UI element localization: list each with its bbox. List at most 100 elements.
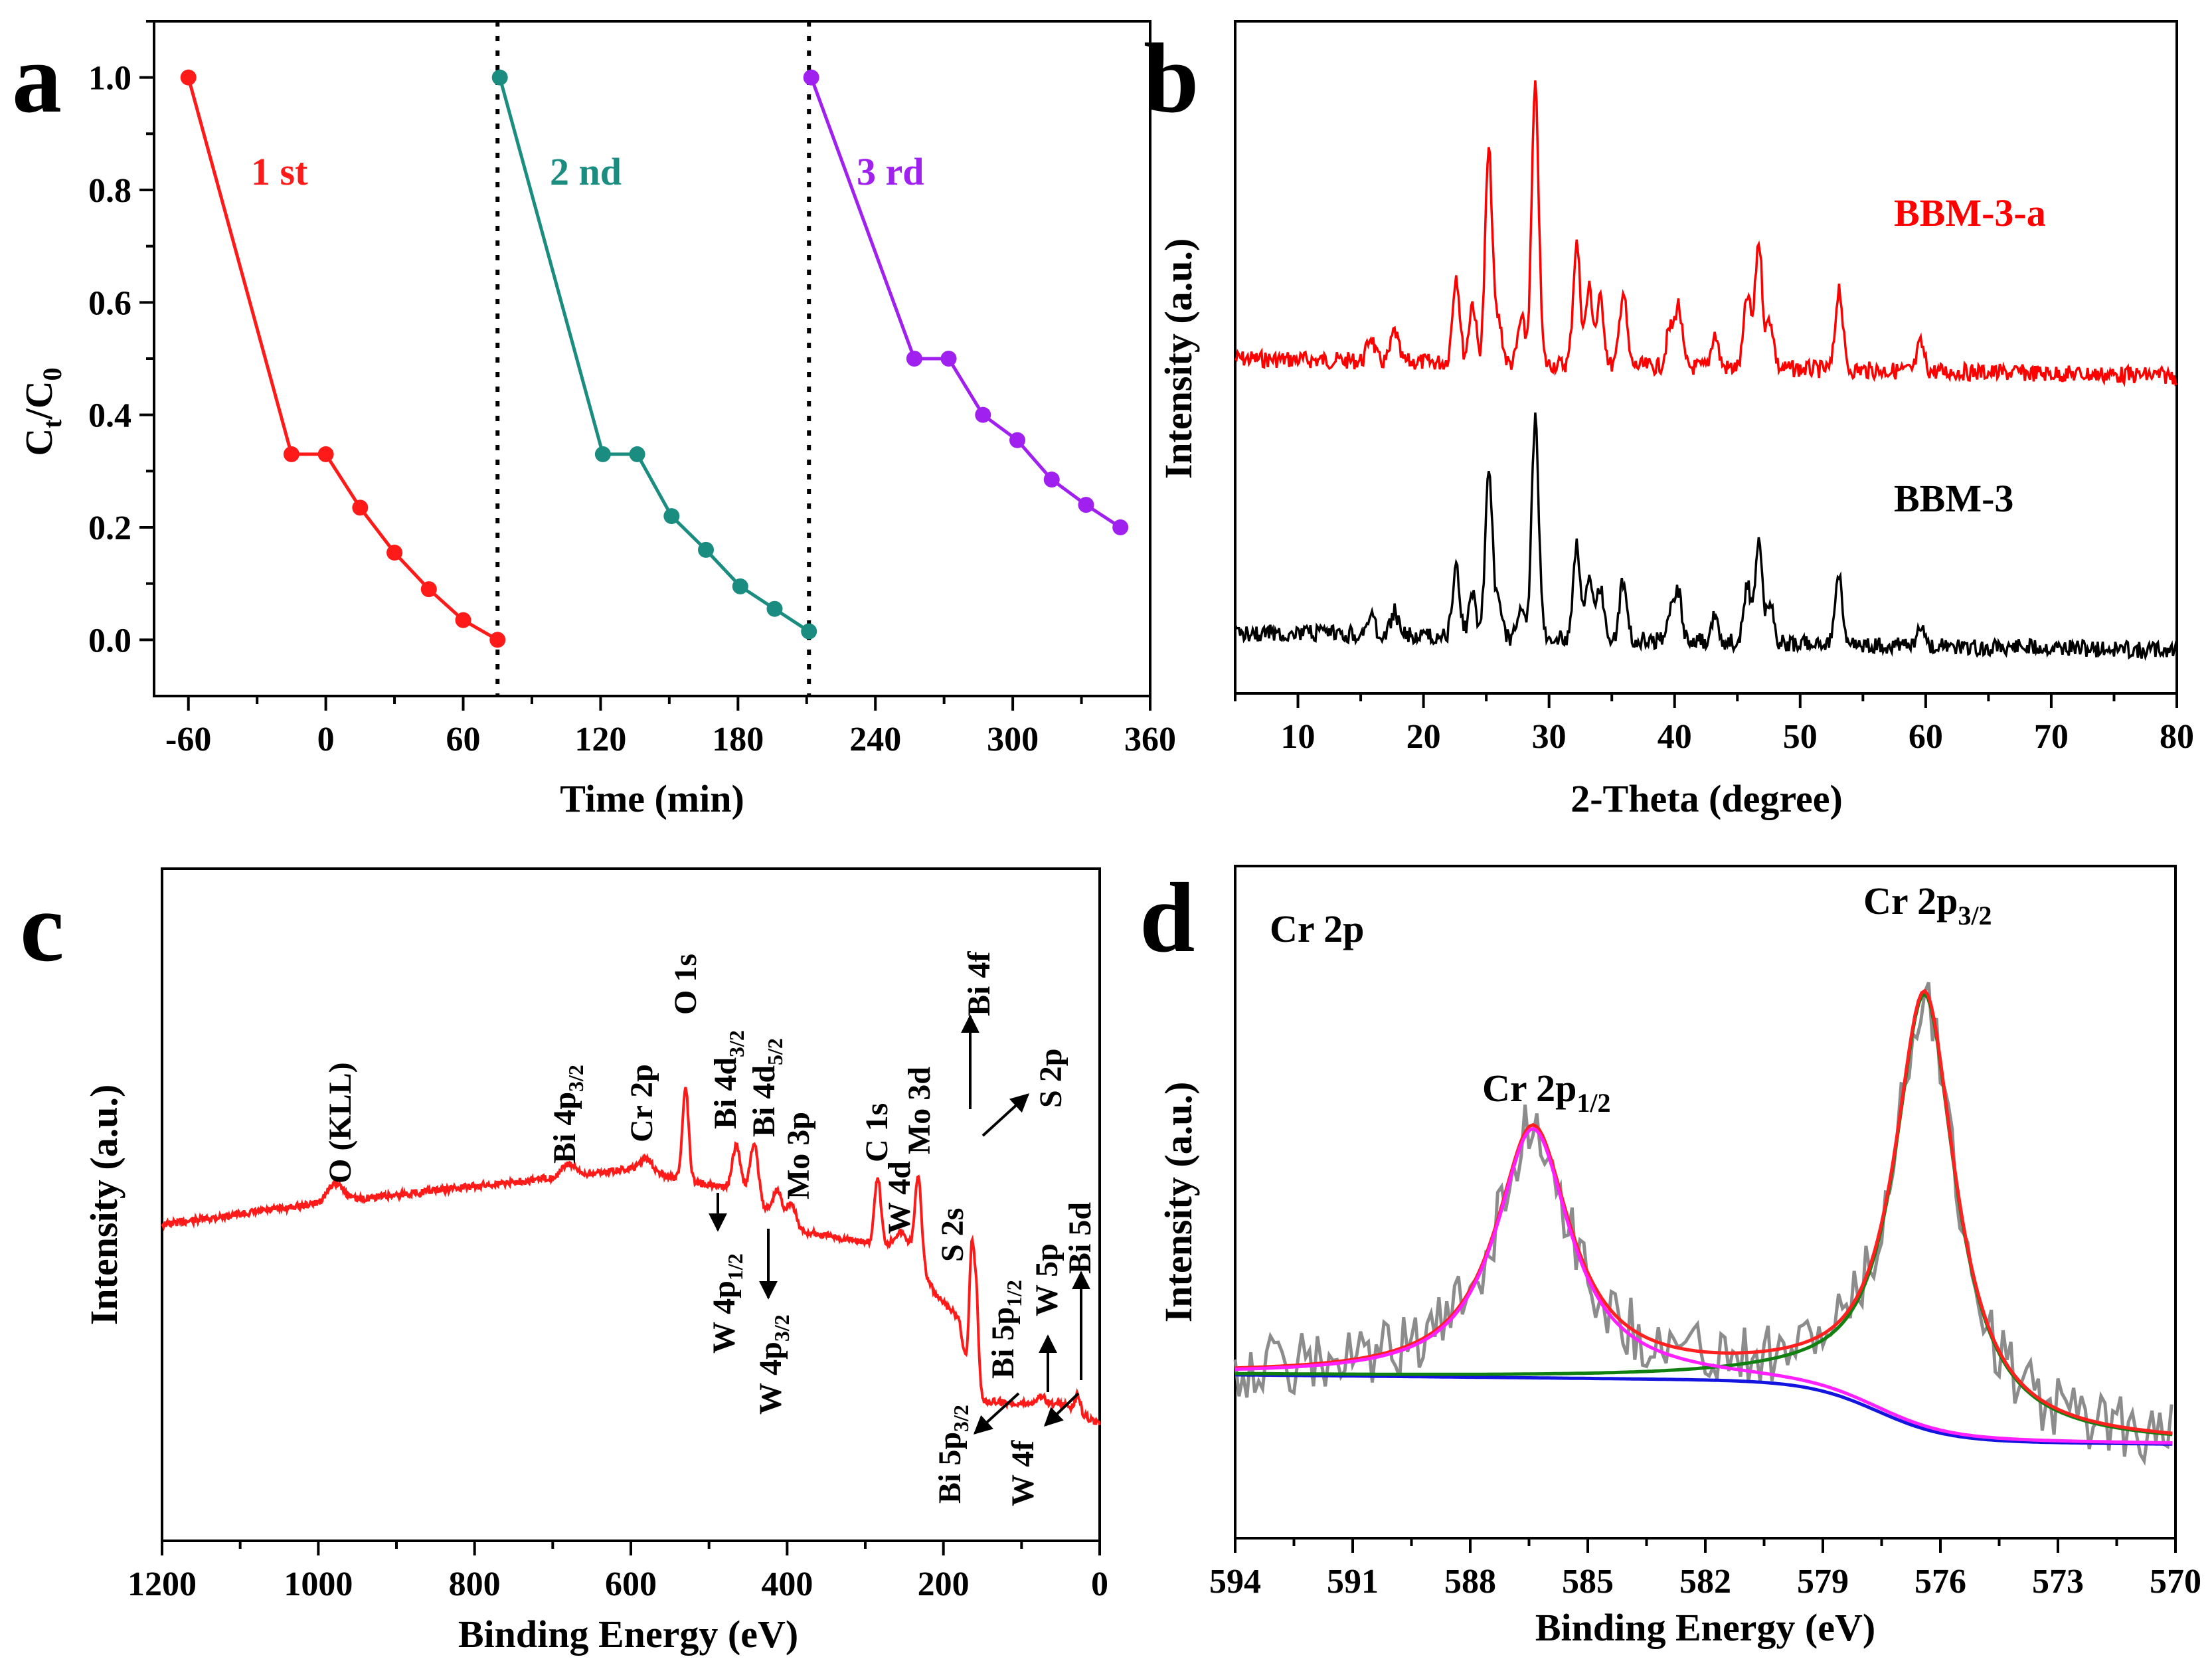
panel-a-xlabel: Time (min) [560, 777, 744, 820]
data-point [803, 69, 819, 86]
annot-w-4p32-main: W 4p [753, 1342, 788, 1415]
x-tick-label: 800 [449, 1565, 501, 1603]
panel-b-xlabel: 2-Theta (degree) [1571, 777, 1843, 820]
panel-b: 10 20 30 40 50 60 70 80 b 2-Theta (degree) Inte… [1144, 20, 2194, 820]
y-tick-label: 0.0 [88, 622, 131, 660]
data-point [975, 406, 991, 423]
annot-w-4p32-sub: 3/2 [770, 1314, 794, 1342]
panel-c: 1200 1000 800 600 400 200 0 c Binding Energy (… [20, 867, 1108, 1656]
panel-b-letter: b [1144, 23, 1199, 133]
cr2p12-fit [1234, 1126, 2173, 1445]
x-tick-label: 200 [918, 1565, 970, 1603]
panel-d-title: Cr 2p [1270, 907, 1364, 950]
annot-w-5p: W 5p [1029, 1243, 1064, 1316]
y-tick-label: 0.2 [88, 509, 131, 547]
annot-bi-4d32: Bi 4d3/2 [708, 1030, 748, 1129]
panel-d-frame [1234, 865, 2177, 1540]
peak-label-cr2p12-sub: 1/2 [1576, 1088, 1610, 1118]
x-tick-label: 591 [1327, 1563, 1379, 1601]
peak-label-cr2p32-sub: 3/2 [1958, 901, 1992, 930]
panel-d: 594 591 588 585 582 579 576 573 570 d Binding En… [1140, 863, 2201, 1649]
annot-c-1s: C 1s [859, 1103, 894, 1162]
x-tick-label: 579 [1797, 1563, 1849, 1601]
annot-o-kll: O (KLL) [323, 1062, 358, 1184]
x-tick-label: 594 [1209, 1563, 1261, 1601]
data-point [1009, 432, 1025, 448]
legend-bbm-3-a: BBM-3-a [1894, 191, 2046, 234]
annot-bi-4p-sub: 3/2 [564, 1065, 588, 1092]
legend-bbm-3: BBM-3 [1894, 477, 2013, 520]
annot-w-4p12: W 4p1/2 [707, 1253, 747, 1354]
x-tick-label: 585 [1562, 1563, 1614, 1601]
panel-c-letter: c [20, 872, 64, 982]
x-tick-label: 1200 [128, 1565, 197, 1603]
x-tick-label: 20 [1406, 718, 1441, 756]
annot-w-4p12-main: W 4p [707, 1280, 742, 1354]
annot-bi-5p32-sub: 3/2 [949, 1405, 973, 1432]
data-point [732, 578, 748, 594]
annot-bi-4f: Bi 4f [962, 951, 997, 1016]
cr2p-background [1235, 1373, 2173, 1446]
x-tick-label: 1000 [284, 1565, 353, 1603]
annot-w-4p12-sub: 1/2 [723, 1253, 747, 1280]
panel-b-ylabel: Intensity (a.u.) [1157, 238, 1200, 480]
annot-bi-5p32-main: Bi 5p [932, 1432, 968, 1504]
data-point [352, 499, 369, 516]
data-point [1078, 497, 1094, 513]
annot-w-4p32: W 4p3/2 [753, 1314, 794, 1415]
data-point [386, 545, 403, 561]
y-tick-label: 0.6 [88, 284, 131, 322]
panel-c-ticks: 1200 1000 800 600 400 200 0 [128, 1541, 1108, 1603]
arrow-s-2p [981, 1093, 1030, 1137]
annot-bi-5p12-main: Bi 5p [985, 1307, 1021, 1379]
x-tick-label: 0 [317, 721, 335, 758]
x-tick-label: 70 [2034, 718, 2069, 756]
y-tick-label: 1.0 [88, 60, 131, 98]
data-point [801, 623, 817, 640]
data-point [180, 69, 197, 86]
x-tick-label: 588 [1444, 1563, 1496, 1601]
panel-c-xlabel: Binding Energy (eV) [458, 1613, 798, 1656]
y-tick-label: 0.8 [88, 172, 131, 210]
data-point [283, 446, 299, 462]
annot-w-4f: W 4f [1005, 1440, 1041, 1506]
cr2p-raw-spectrum [1233, 982, 2173, 1466]
annot-o-1s: O 1s [668, 954, 703, 1015]
annot-w-4d: W 4d [882, 1161, 917, 1234]
x-tick-label: 180 [712, 721, 764, 758]
panel-a-ylabel-sub-0: 0 [37, 367, 67, 381]
annot-bi-4d32-sub: 3/2 [724, 1030, 748, 1057]
arrow-bi-5p32 [973, 1392, 1020, 1435]
series-label-1st: 1 st [251, 150, 308, 193]
arrow-w-4f [1043, 1392, 1080, 1427]
panel-a-frame [153, 20, 1151, 697]
annot-bi-5d: Bi 5d [1063, 1202, 1098, 1274]
panel-d-xlabel: Binding Energy (eV) [1535, 1606, 1875, 1649]
data-point [698, 541, 715, 558]
xrd-pattern-bbm-3-a [1234, 80, 2178, 388]
annot-bi-4d52-main: Bi 4d [746, 1065, 782, 1137]
annot-bi-4d52: Bi 4d5/2 [746, 1038, 787, 1137]
data-point [629, 446, 645, 462]
annot-cr-2p: Cr 2p [624, 1064, 659, 1142]
data-point [906, 351, 922, 367]
xrd-pattern-bbm-3 [1234, 412, 2178, 661]
annot-bi-4p: Bi 4p3/2 [547, 1065, 588, 1164]
peak-label-cr2p32-main: Cr 2p [1863, 879, 1958, 923]
data-point [491, 69, 508, 86]
annot-s-2p: S 2p [1033, 1049, 1068, 1108]
x-tick-label: 600 [605, 1565, 657, 1603]
cr2p-envelope [1234, 988, 2173, 1435]
x-tick-label: 60 [1909, 718, 1943, 756]
panel-a-ylabel-c: C [17, 428, 60, 456]
panel-a-series [180, 69, 1129, 648]
x-tick-label: 582 [1679, 1563, 1731, 1601]
annot-bi-5p12-sub: 1/2 [1002, 1280, 1026, 1307]
data-point [1112, 519, 1129, 535]
annot-bi-4d52-sub: 5/2 [763, 1038, 787, 1065]
panel-a-ylabel-sub-t: t [37, 419, 67, 428]
x-tick-label: 30 [1532, 718, 1567, 756]
y-tick-label: 0.4 [88, 397, 131, 435]
panel-a: -60 0 60 120 180 240 300 3600.00.20.40.60.81.0 … [12, 20, 1176, 820]
